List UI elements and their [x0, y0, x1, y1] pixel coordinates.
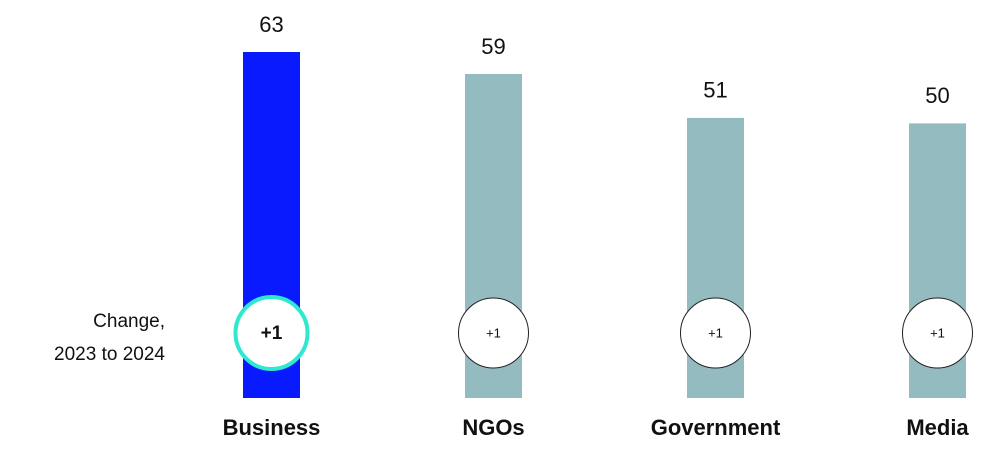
annotation: 2023 to 2024	[54, 344, 165, 365]
change-label: +1	[261, 323, 283, 344]
category-label: NGOs	[462, 415, 524, 440]
value-label: 59	[481, 34, 505, 59]
value-label: 50	[925, 83, 949, 108]
category-label: Media	[906, 415, 969, 440]
value-label: 51	[703, 78, 727, 103]
change-label: +1	[930, 325, 945, 340]
value-label: 63	[259, 12, 283, 37]
change-badge	[680, 297, 751, 369]
change-label: +1	[708, 325, 723, 340]
change-badge	[458, 297, 529, 369]
change-label: +1	[486, 325, 501, 340]
category-label: Government	[651, 415, 781, 440]
category-label: Business	[223, 415, 321, 440]
change-badge	[233, 295, 310, 371]
annotation: Change,	[93, 311, 165, 332]
change-badge	[902, 297, 973, 369]
